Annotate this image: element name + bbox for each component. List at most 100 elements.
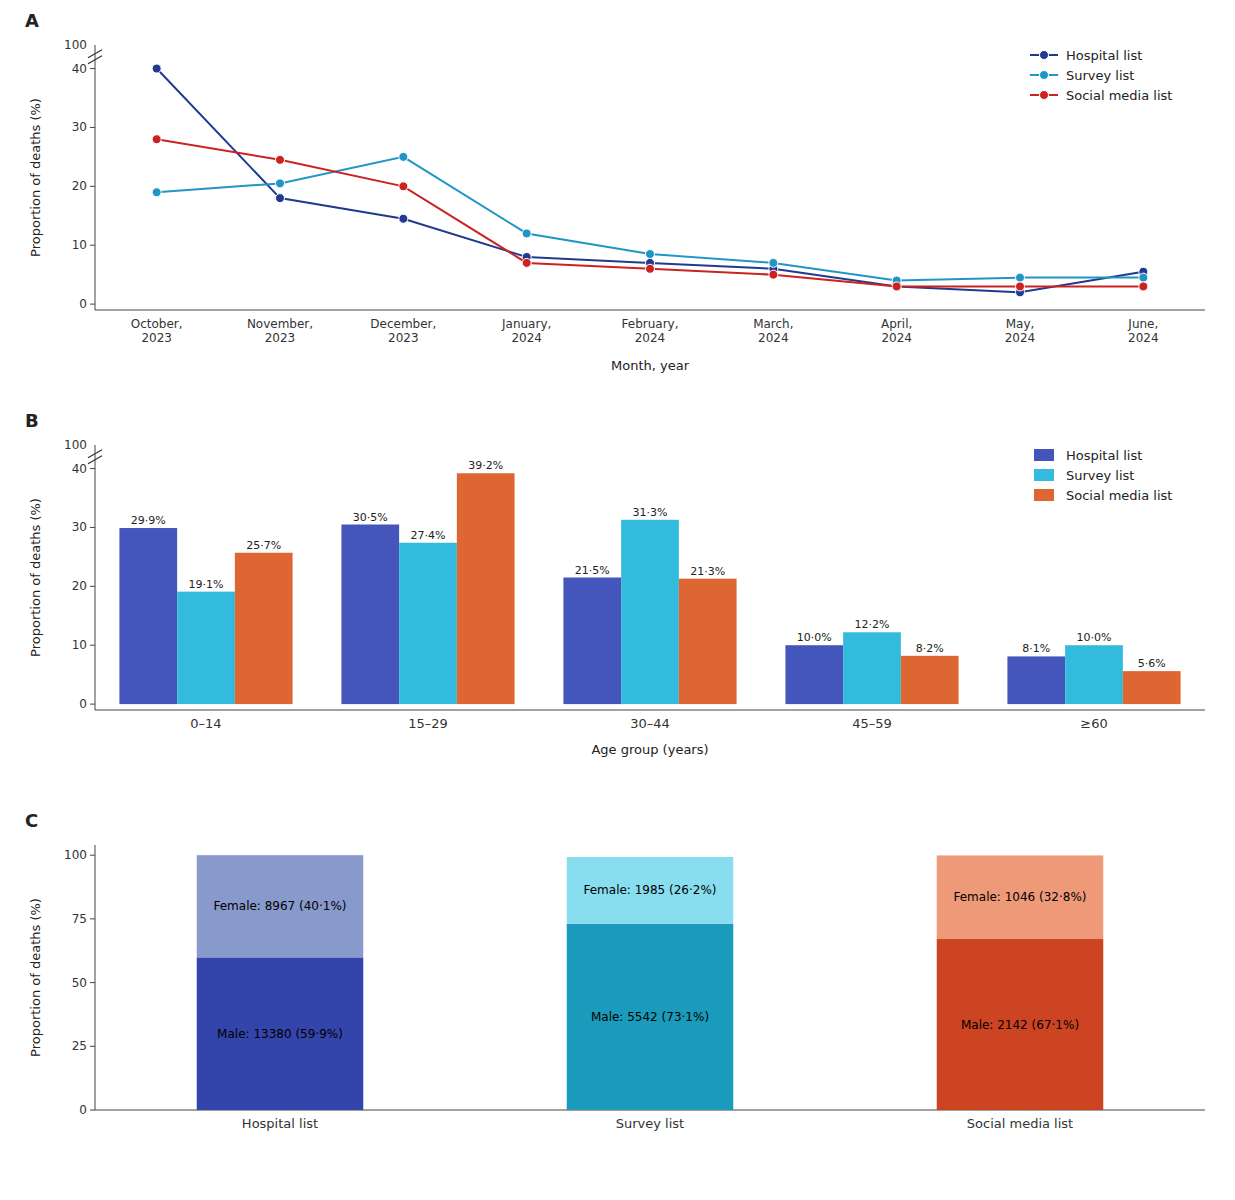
legend-label: Survey list [1066, 68, 1134, 83]
bar-segment [197, 957, 364, 1110]
data-point [399, 214, 408, 223]
legend-label: Hospital list [1066, 448, 1142, 463]
legend-label: Social media list [1066, 488, 1172, 503]
bar [679, 579, 737, 704]
x-axis-title: Month, year [611, 358, 690, 373]
data-point [152, 188, 161, 197]
tick-label-line: May, [1006, 317, 1035, 331]
x-tick-label: 30–44 [630, 716, 670, 731]
data-label: 19·1% [189, 578, 224, 591]
data-point [152, 135, 161, 144]
bar-segment [197, 855, 364, 957]
bar-segment [937, 939, 1104, 1110]
y-tick-label: 10 [72, 238, 87, 252]
data-point [152, 64, 161, 73]
bar [341, 525, 399, 705]
x-tick-label: May,2024 [1005, 317, 1036, 345]
data-label: 10·0% [797, 631, 832, 644]
x-tick-label: November,2023 [247, 317, 313, 345]
tick-label-line: 2024 [635, 331, 666, 345]
y-tick [90, 304, 95, 305]
bar [1123, 671, 1181, 704]
bar [563, 578, 621, 705]
data-label: 29·9% [131, 514, 166, 527]
data-labels: Male: 13380 (59·9%)Female: 8967 (40·1%)M… [213, 883, 1086, 1040]
data-label: Male: 13380 (59·9%) [217, 1027, 343, 1041]
tick-label-line: 2024 [1128, 331, 1159, 345]
data-point [1016, 282, 1025, 291]
y-tick-label: 30 [72, 520, 87, 534]
legend-swatch-marker [1040, 71, 1049, 80]
panel: A010203040100October,2023November,2023De… [25, 10, 1205, 373]
legend-swatch [1034, 449, 1054, 461]
tick-label-line: June, [1127, 317, 1158, 331]
tick-label-line: December, [370, 317, 436, 331]
y-tick [90, 855, 95, 856]
data-label: 21·3% [690, 565, 725, 578]
x-axis-line [95, 710, 1205, 711]
series-line [157, 139, 1144, 286]
series-line [157, 157, 1144, 281]
y-tick-label: 100 [64, 848, 87, 862]
legend-swatch [1034, 489, 1054, 501]
y-axis-line [95, 845, 96, 1110]
y-tick-label: 30 [72, 120, 87, 134]
data-point [1016, 273, 1025, 282]
x-tick-label: January,2024 [501, 317, 551, 345]
y-tick-label: 50 [72, 976, 87, 990]
data-label: 12·2% [855, 618, 890, 631]
bar-segment [567, 924, 734, 1110]
series-line [157, 69, 1144, 293]
data-point [399, 182, 408, 191]
x-tick-label: Hospital list [242, 1116, 318, 1131]
y-tick-label: 40 [72, 62, 87, 76]
data-label: 10·0% [1077, 631, 1112, 644]
y-tick [90, 704, 95, 705]
data-point [646, 264, 655, 273]
bar-segment [567, 857, 734, 924]
bar [399, 543, 457, 704]
data-point [769, 258, 778, 267]
bar [621, 520, 679, 704]
data-point [892, 282, 901, 291]
panel: C0255075100Hospital listSurvey listSocia… [25, 810, 1205, 1131]
tick-label-line: 2024 [881, 331, 912, 345]
data-label: 8·2% [916, 642, 944, 655]
tick-label-line: February, [622, 317, 679, 331]
y-tick [90, 1110, 95, 1111]
tick-label-line: 2024 [1005, 331, 1036, 345]
y-tick-label: 0 [79, 697, 87, 711]
tick-label-line: 2023 [141, 331, 172, 345]
data-point [399, 152, 408, 161]
bar [843, 632, 901, 704]
panel-title: C [25, 810, 38, 831]
bar [785, 645, 843, 704]
tick-label-line: November, [247, 317, 313, 331]
x-tick-label: ≥60 [1080, 716, 1107, 731]
data-point [1139, 282, 1148, 291]
y-tick [90, 645, 95, 646]
plot-marks [197, 855, 1104, 1110]
y-tick-label: 20 [72, 179, 87, 193]
y-axis-line [95, 445, 96, 710]
data-point [276, 155, 285, 164]
x-axis-line [95, 310, 1205, 311]
x-tick-label: April,2024 [881, 317, 912, 345]
y-axis-title: Proportion of deaths (%) [28, 98, 43, 257]
data-label: 8·1% [1022, 642, 1050, 655]
annotation: 100 [64, 38, 87, 52]
plot-marks [152, 64, 1148, 297]
data-label: Female: 8967 (40·1%) [213, 899, 346, 913]
y-tick-label: 10 [72, 638, 87, 652]
y-axis-title: Proportion of deaths (%) [28, 898, 43, 1057]
x-tick-label: 45–59 [852, 716, 892, 731]
x-tick-label: Social media list [967, 1116, 1073, 1131]
bar [119, 528, 177, 704]
data-point [276, 179, 285, 188]
legend: Hospital listSurvey listSocial media lis… [1030, 48, 1172, 103]
bar [177, 592, 235, 704]
data-point [1139, 273, 1148, 282]
y-tick [90, 68, 95, 69]
panel-title: B [25, 410, 39, 431]
panel-title: A [25, 10, 39, 31]
